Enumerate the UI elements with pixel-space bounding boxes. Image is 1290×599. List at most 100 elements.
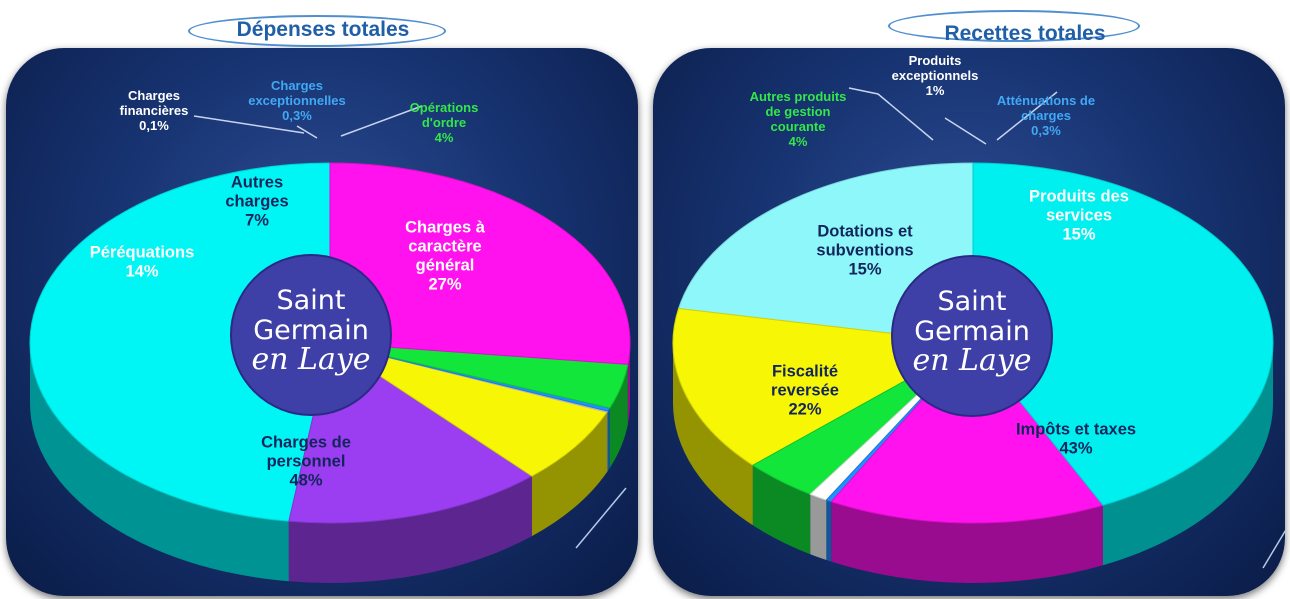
pie-side-0: [29, 343, 289, 582]
pie-side-3: [606, 411, 608, 473]
slice-name-label: exceptionnels: [892, 68, 979, 83]
slice-name-label: Charges à: [405, 219, 486, 237]
expenses-title-ellipse: [188, 15, 446, 47]
slice-name-label: de gestion: [765, 104, 830, 119]
slice-name-label: Charges: [128, 88, 180, 103]
pie-side-4: [607, 407, 610, 472]
svg-text:en Laye: en Laye: [912, 343, 1031, 378]
slice-value-label: 48%: [289, 472, 322, 490]
leader-line-4: [296, 125, 318, 139]
pie-side-wall: [673, 343, 1273, 583]
pie-slice-revenue-0: [677, 162, 974, 344]
slice-name-label: Produits des: [1029, 188, 1129, 206]
pie-side-wall: [29, 343, 630, 584]
slice-value-label: 22%: [788, 401, 821, 419]
pie-slice-revenue-6: [972, 162, 1274, 506]
slice-name-label: reversée: [771, 382, 839, 400]
svg-text:en Laye: en Laye: [251, 342, 370, 377]
slice-name-label: Charges: [271, 78, 323, 93]
pie-slice-revenue-5: [830, 342, 1104, 524]
pie-side-1: [288, 476, 532, 584]
leader-line-4: [996, 91, 1058, 141]
slice-value-label: 15%: [848, 261, 881, 279]
pie-side-5: [609, 364, 628, 468]
slice-name-label: Charges de: [261, 434, 351, 452]
slice-name-label: d'ordre: [422, 115, 466, 130]
slice-value-label: 4%: [789, 134, 808, 149]
slice-value-label: 15%: [1062, 226, 1095, 244]
pie-side-1: [673, 343, 753, 526]
decorative-line: [1262, 529, 1285, 569]
slice-name-label: Fiscalité: [772, 363, 838, 381]
leader-line-3: [944, 117, 987, 145]
slice-name-label: financières: [120, 103, 189, 118]
slice-name-label: subventions: [816, 242, 913, 260]
pie-slice-expense-6: [329, 162, 631, 365]
leader-line-5: [340, 105, 423, 137]
slice-value-label: 27%: [428, 276, 461, 294]
slice-value-label: 43%: [1059, 440, 1092, 458]
slice-value-label: 0,3%: [1031, 123, 1061, 138]
slice-name-label: Autres: [231, 174, 283, 192]
slice-name-label: exceptionnelles: [248, 93, 346, 108]
svg-text:Saint: Saint: [277, 285, 346, 316]
pie-side-2: [752, 465, 811, 555]
slice-value-label: 14%: [125, 263, 158, 281]
expenses-chart-title: Dépenses totales: [236, 18, 410, 41]
decorative-line: [575, 487, 627, 549]
revenues-title-ellipse: [888, 10, 1140, 42]
slice-name-label: charges: [225, 193, 288, 211]
slice-name-label: Opérations: [410, 100, 479, 115]
revenues-chart-title: Recettes totales: [944, 22, 1106, 45]
slice-name-label: services: [1046, 207, 1112, 225]
slice-name-label: Dotations et: [817, 223, 913, 241]
svg-text:Saint: Saint: [938, 286, 1007, 317]
pie-side-5: [831, 501, 1103, 583]
slice-name-label: caractère: [408, 238, 481, 256]
revenues-chart-panel: Saint Germain en Laye Fiscalité reversée 22% D…: [653, 48, 1285, 596]
slice-name-label: courante: [771, 119, 826, 134]
svg-text:Germain: Germain: [914, 316, 1030, 347]
pie-side-2: [531, 412, 607, 537]
slice-name-label: personnel: [267, 453, 346, 471]
slice-name-label: général: [416, 257, 475, 275]
pie-side-3: [810, 494, 827, 561]
pie-side-4: [826, 500, 832, 562]
slice-name-label: charges: [1021, 108, 1071, 123]
slice-value-label: 0,1%: [139, 118, 169, 133]
slice-value-label: 0,3%: [282, 108, 312, 123]
pie-slice-expense-2: [329, 342, 608, 477]
slice-name-label: Autres produits: [750, 89, 847, 104]
pie-side-6: [1102, 343, 1273, 566]
slice-value-label: 1%: [926, 83, 945, 98]
slice-name-label: Péréquations: [90, 244, 195, 262]
pie-slice-expense-0: [29, 162, 331, 522]
slice-name-label: Impôts et taxes: [1016, 421, 1136, 439]
slice-name-label: Produits: [909, 53, 962, 68]
slice-value-label: 7%: [245, 212, 269, 230]
leader-line-2: [848, 87, 934, 141]
slice-name-label: Atténuations de: [997, 93, 1095, 108]
expenses-chart-panel: Saint Germain en Laye Charges de personnel 48…: [6, 48, 638, 596]
leader-line-3: [193, 115, 305, 134]
slice-value-label: 4%: [435, 130, 454, 145]
svg-text:Germain: Germain: [253, 315, 369, 346]
